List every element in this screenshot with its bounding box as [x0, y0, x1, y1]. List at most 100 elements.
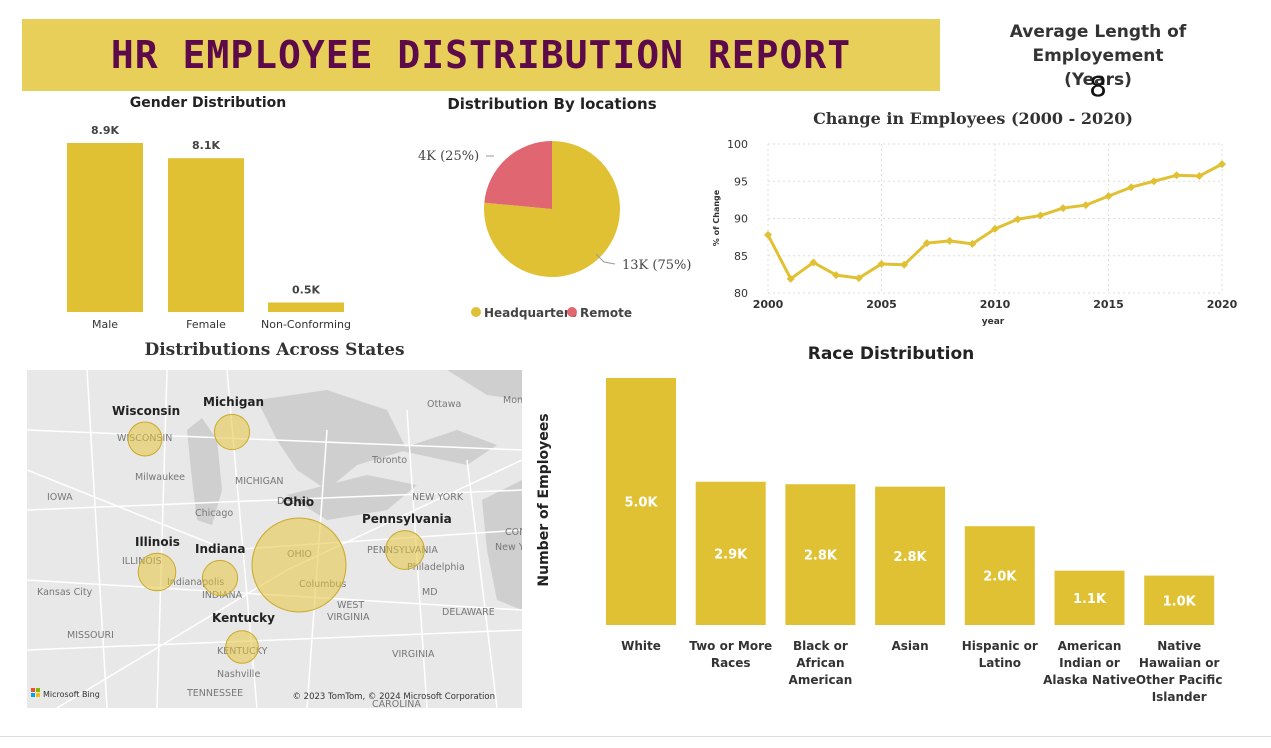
pie-slice-remote[interactable]: [484, 141, 552, 209]
gender-bar[interactable]: [268, 302, 344, 312]
map-road: [156, 370, 168, 708]
data-point[interactable]: [1059, 204, 1068, 213]
footer-divider: [0, 736, 1271, 737]
legend-entry: Remote: [580, 306, 632, 320]
map-place-label: CAROLINA: [372, 699, 421, 708]
y-tick-label: 90: [734, 213, 748, 226]
gender-category-label: Female: [186, 318, 226, 331]
race-category-label: African: [796, 656, 844, 670]
change-chart-title: Change in Employees (2000 - 2020): [813, 109, 1133, 128]
map-place-label: MICHIGAN: [235, 476, 284, 487]
state-bubble-kentucky[interactable]: [225, 630, 259, 664]
race-bar[interactable]: [875, 486, 946, 625]
race-category-label: Other Pacific: [1136, 673, 1223, 687]
state-label-wisconsin: Wisconsin: [112, 404, 180, 418]
y-tick-label: 100: [727, 138, 748, 151]
state-bubble-illinois[interactable]: [137, 552, 177, 592]
gender-bar[interactable]: [67, 143, 143, 312]
y-axis-label: % of Change: [712, 189, 721, 246]
data-point[interactable]: [968, 239, 977, 248]
map-place-label: Milwaukee: [135, 472, 185, 483]
state-label-illinois: Illinois: [135, 535, 180, 549]
y-tick-label: 95: [734, 175, 748, 188]
state-label-ohio: Ohio: [283, 495, 314, 509]
change-chart: Change in Employees (2000 - 2020) 80 85 90…: [712, 109, 1238, 327]
data-point[interactable]: [764, 230, 772, 239]
microsoft-logo: [31, 688, 40, 697]
map-place-label: Kansas City: [37, 587, 93, 598]
map-water: [482, 480, 522, 610]
page-title: HR EMPLOYEE DISTRIBUTION REPORT: [110, 33, 852, 77]
data-point[interactable]: [945, 236, 954, 245]
location-chart: Distribution By locations 13K (75%) 4K (2…: [418, 95, 691, 320]
kpi-label-line1: Average Length of Employement: [1009, 22, 1187, 66]
data-point[interactable]: [991, 224, 999, 233]
state-label-indiana: Indiana: [195, 542, 245, 556]
data-point[interactable]: [900, 260, 909, 269]
data-point[interactable]: [1036, 211, 1045, 220]
state-map[interactable]: OttawaMonTorontoWISCONSINMilwaukeeMICHIG…: [27, 370, 522, 708]
state-bubble-indiana[interactable]: [201, 559, 239, 597]
state-bubble-michigan[interactable]: [213, 413, 251, 451]
map-place-label: MD: [422, 587, 438, 598]
data-point[interactable]: [1195, 172, 1204, 181]
data-point[interactable]: [1172, 171, 1181, 180]
state-bubble-wisconsin[interactable]: [127, 421, 163, 457]
map-place-label: NEW YORK: [412, 492, 464, 503]
state-bubble-ohio[interactable]: [251, 517, 347, 613]
data-point[interactable]: [1149, 177, 1158, 186]
race-bar[interactable]: [785, 484, 856, 625]
race-bar[interactable]: [1054, 570, 1125, 625]
state-label-kentucky: Kentucky: [212, 611, 275, 625]
legend-marker: [567, 307, 577, 317]
state-bubble-pennsylvania[interactable]: [385, 530, 425, 570]
race-category-label: Hawaiian or: [1139, 656, 1220, 670]
race-bar[interactable]: [1144, 575, 1215, 625]
race-bar[interactable]: [695, 481, 766, 625]
race-category-label: Black or: [793, 639, 848, 653]
race-category-label: Two or More: [689, 639, 772, 653]
race-data-label: 1.0K: [1163, 594, 1197, 609]
pie-slice-label: 13K (75%): [622, 258, 691, 273]
map-title: Distributions Across States: [144, 340, 405, 360]
data-point[interactable]: [1013, 215, 1022, 224]
race-bar[interactable]: [606, 378, 676, 625]
data-point[interactable]: [854, 274, 863, 283]
map-canvas[interactable]: OttawaMonTorontoWISCONSINMilwaukeeMICHIG…: [27, 370, 522, 708]
map-road: [466, 459, 498, 708]
data-point[interactable]: [1218, 160, 1226, 169]
data-point[interactable]: [1081, 201, 1090, 210]
race-category-label: Asian: [892, 639, 929, 653]
race-data-label: 2.8K: [894, 550, 928, 565]
y-tick-label: 80: [734, 287, 748, 300]
gender-bar[interactable]: [168, 158, 244, 312]
x-tick-label: 2010: [980, 298, 1011, 311]
race-category-label: Indian or: [1059, 656, 1120, 670]
race-chart: Race Distribution Number of Employees 5.…: [536, 344, 1223, 704]
gender-chart: Gender Distribution 8.9K Male 8.1K Female 0.…: [67, 95, 351, 331]
gender-category-label: Non-Conforming: [261, 318, 351, 331]
kpi-label-line2: (Years): [1064, 70, 1132, 90]
data-point[interactable]: [922, 239, 931, 248]
pie-slice-label: 4K (25%): [418, 149, 479, 164]
race-chart-title: Race Distribution: [808, 344, 975, 364]
race-data-label: 2.8K: [804, 549, 838, 564]
gender-category-label: Male: [92, 318, 118, 331]
race-bar[interactable]: [964, 526, 1035, 625]
map-place-label: New Yo: [495, 542, 522, 553]
map-attribution-right: © 2023 TomTom, © 2024 Microsoft Corporat…: [292, 692, 495, 702]
map-water: [257, 390, 407, 490]
data-point[interactable]: [832, 271, 841, 280]
data-point[interactable]: [1104, 192, 1113, 201]
state-label-michigan: Michigan: [203, 395, 264, 409]
data-point[interactable]: [809, 258, 818, 267]
title-banner: HR EMPLOYEE DISTRIBUTION REPORT: [22, 19, 940, 91]
data-point[interactable]: [877, 259, 886, 268]
data-point[interactable]: [786, 274, 795, 283]
map-road: [27, 469, 522, 551]
kpi-value: 8: [1089, 70, 1107, 103]
race-category-label: Alaska Native: [1043, 673, 1136, 687]
map-place-label: Ottawa: [427, 399, 461, 410]
data-point[interactable]: [1127, 183, 1136, 192]
race-category-label: American: [1058, 639, 1122, 653]
